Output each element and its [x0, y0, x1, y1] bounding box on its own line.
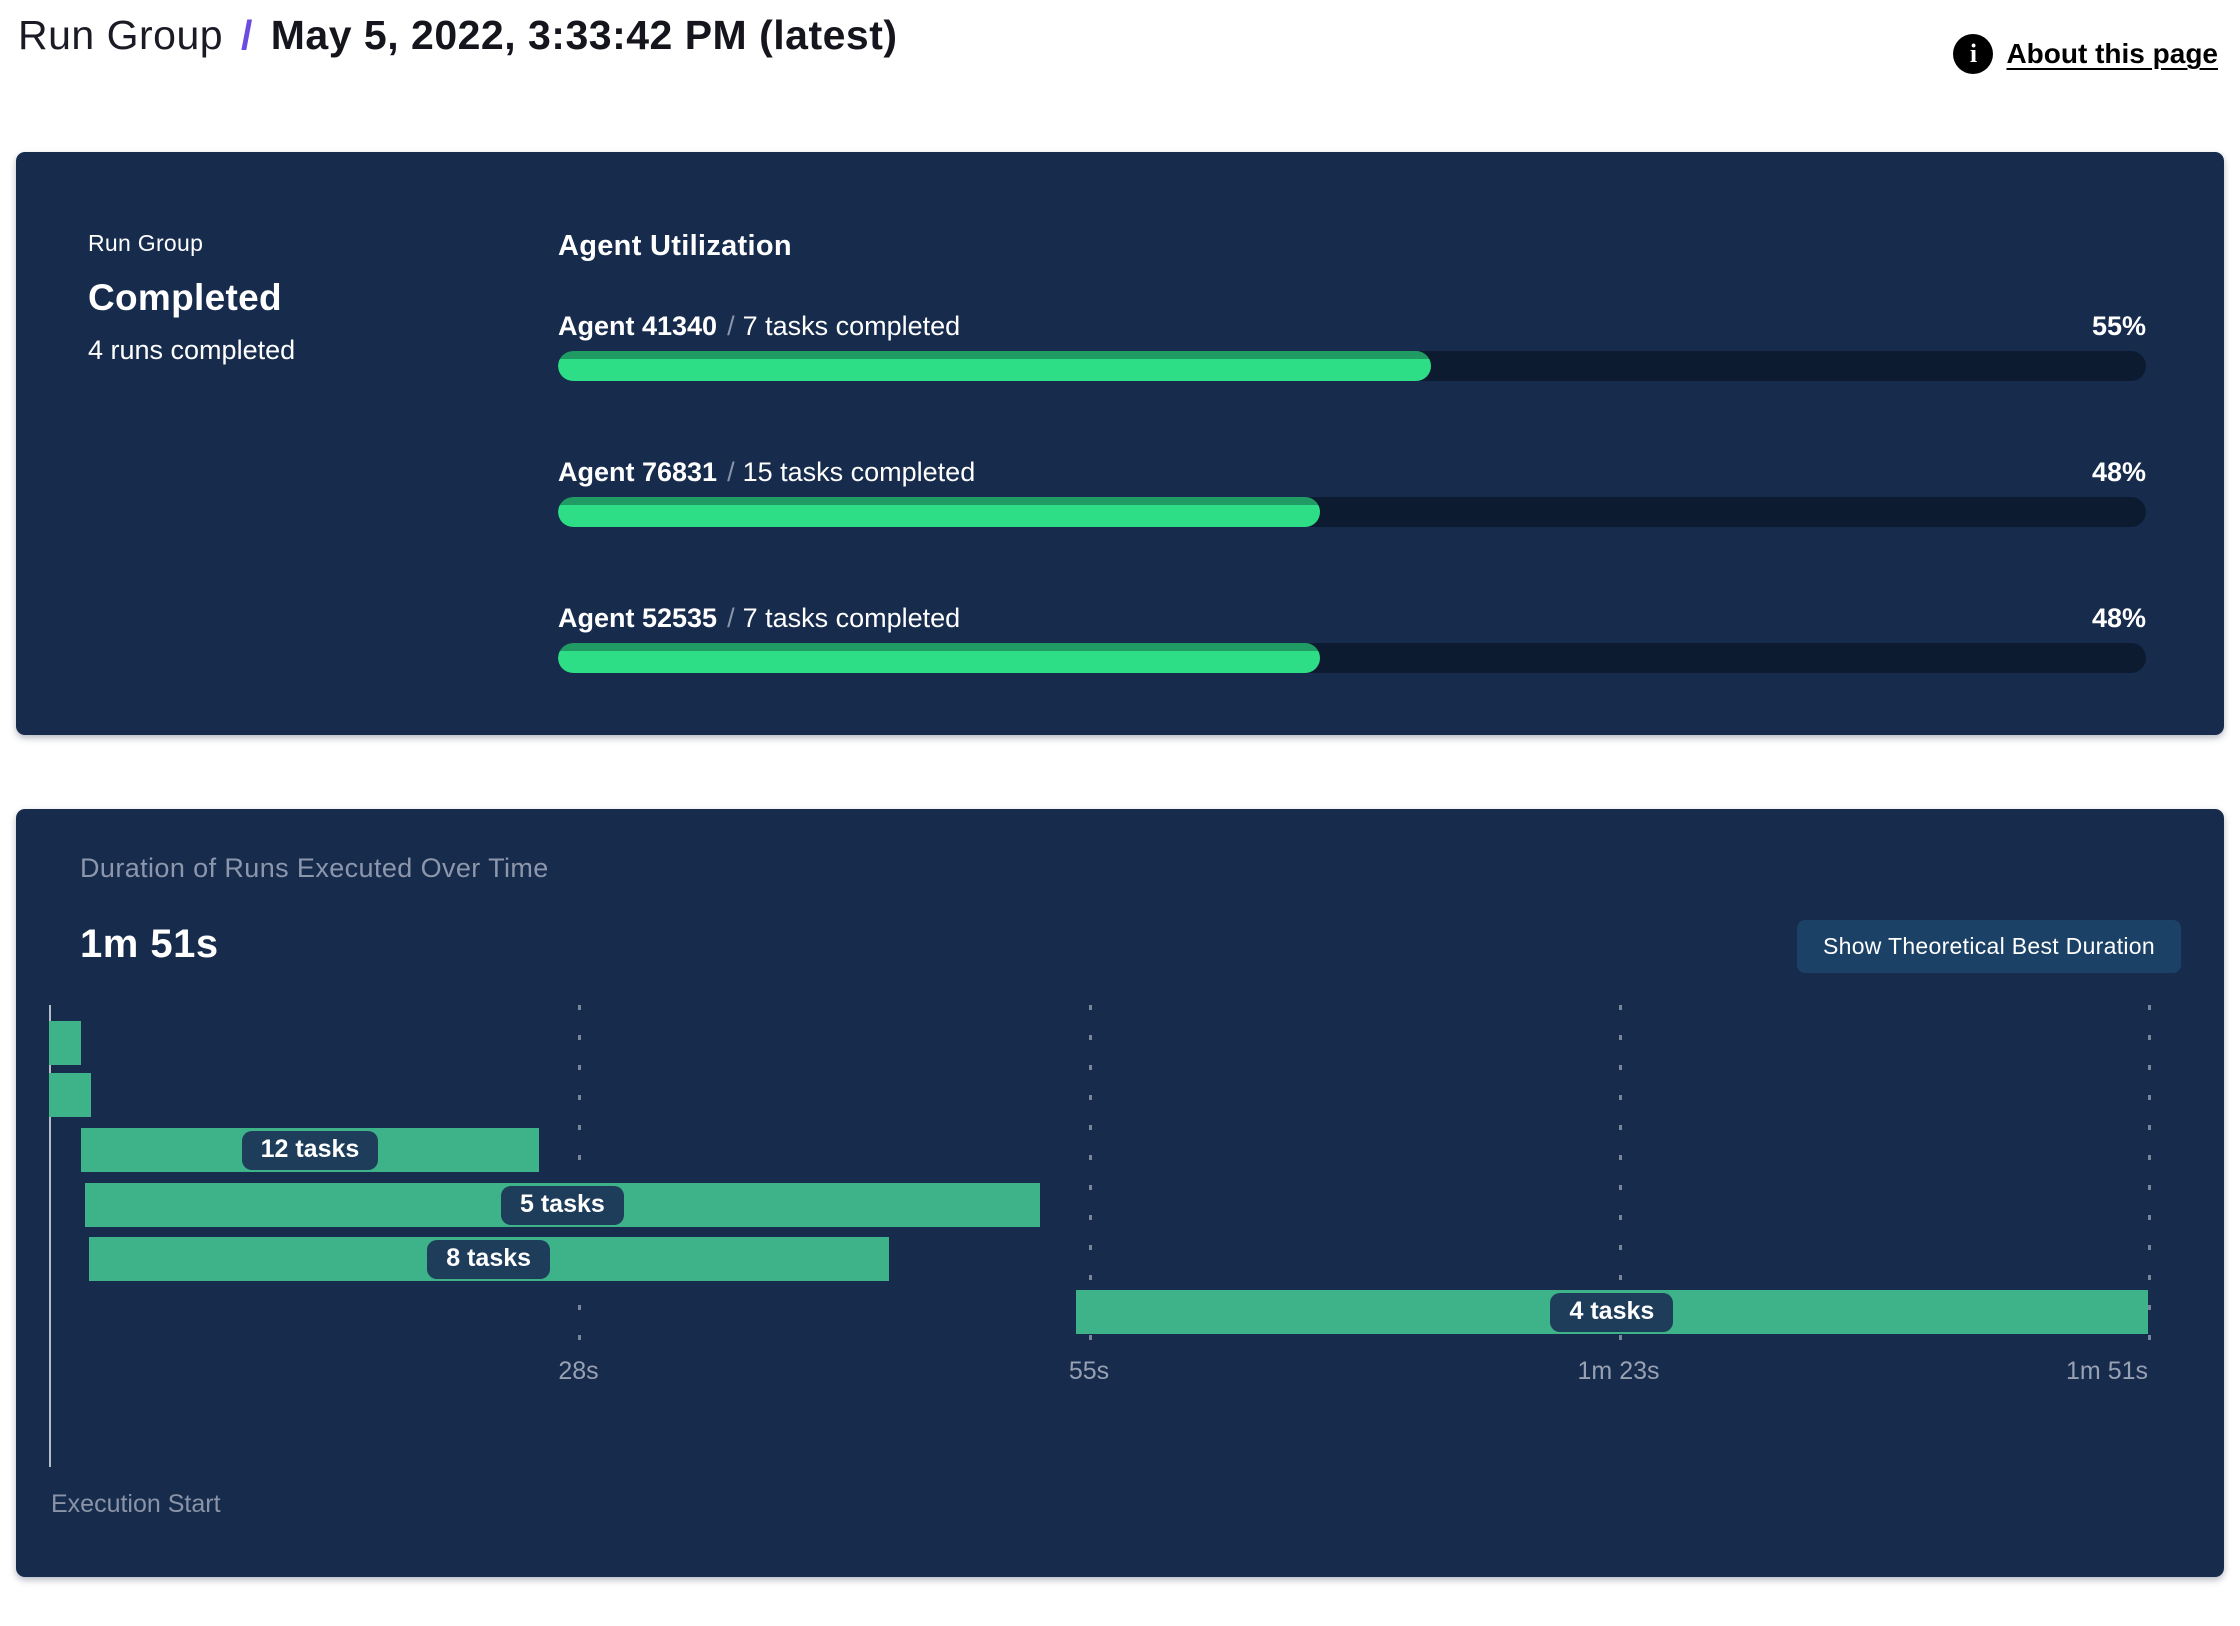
- agent-progress-fill: [558, 643, 1321, 673]
- gantt-bar-task-count-label: 4 tasks: [1550, 1292, 1674, 1332]
- agent-utilization-section: Agent Utilization Agent 41340/7 tasks co…: [558, 230, 2146, 735]
- agent-tasks-completed: 7 tasks completed: [742, 311, 961, 341]
- gantt-run-bar[interactable]: 4 tasks: [1075, 1290, 2148, 1334]
- agent-name: Agent 52535: [558, 603, 718, 633]
- axis-tick-label: 1m 51s: [2066, 1357, 2148, 1385]
- gantt-plot-area: 28s 55s 1m 23s 1m 51s 12 tasks 5 tasks 8 tasks…: [49, 1005, 2151, 1467]
- agent-progress-track: [558, 351, 2146, 381]
- run-summary: Run Group Completed 4 runs completed: [88, 230, 558, 735]
- agent-separator: /: [727, 457, 735, 487]
- agent-row: Agent 52535 /7 tasks completed 48%: [558, 603, 2146, 673]
- agent-utilization-percent: 48%: [2091, 457, 2146, 487]
- gantt-bar-task-count-label: 5 tasks: [500, 1185, 624, 1225]
- agent-utilization-title: Agent Utilization: [558, 230, 792, 262]
- agent-separator: /: [727, 603, 735, 633]
- agent-name: Agent 41340: [558, 311, 718, 341]
- agent-tasks-completed: 7 tasks completed: [742, 603, 961, 633]
- agent-utilization-percent: 48%: [2091, 603, 2146, 633]
- execution-start-axis-line: [49, 1005, 51, 1467]
- about-this-page[interactable]: i About this page: [1953, 34, 2218, 74]
- gantt-run-bar[interactable]: 8 tasks: [88, 1237, 889, 1281]
- duration-panel: Duration of Runs Executed Over Time 1m 5…: [16, 809, 2224, 1577]
- axis-tick-label: 55s: [1068, 1357, 1110, 1385]
- breadcrumb-run-group[interactable]: Run Group: [18, 12, 224, 58]
- run-group-panel: Run Group Completed 4 runs completed Age…: [16, 152, 2224, 735]
- total-duration: 1m 51s: [80, 922, 219, 966]
- gantt-run-bar[interactable]: 5 tasks: [84, 1183, 1040, 1227]
- duration-chart-title: Duration of Runs Executed Over Time: [80, 853, 549, 883]
- agent-progress-fill: [558, 497, 1321, 527]
- agent-utilization-percent: 55%: [2091, 311, 2146, 341]
- breadcrumb: Run Group / May 5, 2022, 3:33:42 PM (lat…: [18, 12, 898, 59]
- gantt-run-bar[interactable]: 12 tasks: [81, 1128, 539, 1172]
- gantt-gridline: [1618, 1005, 1622, 1350]
- agent-name: Agent 76831: [558, 457, 718, 487]
- run-group-label: Run Group: [88, 230, 204, 256]
- agent-row: Agent 76831 /15 tasks completed 48%: [558, 457, 2146, 527]
- execution-start-label: Execution Start: [51, 1490, 221, 1518]
- gantt-gridline: [1089, 1005, 1093, 1350]
- gantt-bar-task-count-label: 8 tasks: [427, 1239, 551, 1279]
- runs-completed-count: 4 runs completed: [88, 335, 296, 365]
- info-icon: i: [1953, 34, 1994, 74]
- about-this-page-link[interactable]: About this page: [2006, 38, 2218, 69]
- agent-progress-fill: [558, 351, 1432, 381]
- gantt-gridline: [578, 1005, 582, 1350]
- agent-tasks-completed: 15 tasks completed: [742, 457, 976, 487]
- page-title: May 5, 2022, 3:33:42 PM (latest): [270, 12, 898, 58]
- gantt-run-bar[interactable]: [49, 1021, 82, 1065]
- gantt-run-bar[interactable]: [49, 1073, 91, 1117]
- gantt-chart: 28s 55s 1m 23s 1m 51s 12 tasks 5 tasks 8 tasks…: [49, 1005, 2151, 1518]
- agent-separator: /: [727, 311, 735, 341]
- run-status: Completed: [88, 277, 282, 318]
- agent-row: Agent 41340 /7 tasks completed 55%: [558, 311, 2146, 381]
- gantt-gridline: [2148, 1005, 2151, 1350]
- page-header: Run Group / May 5, 2022, 3:33:42 PM (lat…: [0, 0, 2240, 74]
- gantt-bar-task-count-label: 12 tasks: [241, 1130, 379, 1170]
- agent-progress-track: [558, 643, 2146, 673]
- axis-tick-label: 1m 23s: [1577, 1357, 1660, 1385]
- agent-progress-track: [558, 497, 2146, 527]
- axis-tick-label: 28s: [558, 1357, 599, 1385]
- show-theoretical-best-duration-button[interactable]: Show Theoretical Best Duration: [1796, 920, 2181, 973]
- breadcrumb-separator: /: [240, 12, 253, 58]
